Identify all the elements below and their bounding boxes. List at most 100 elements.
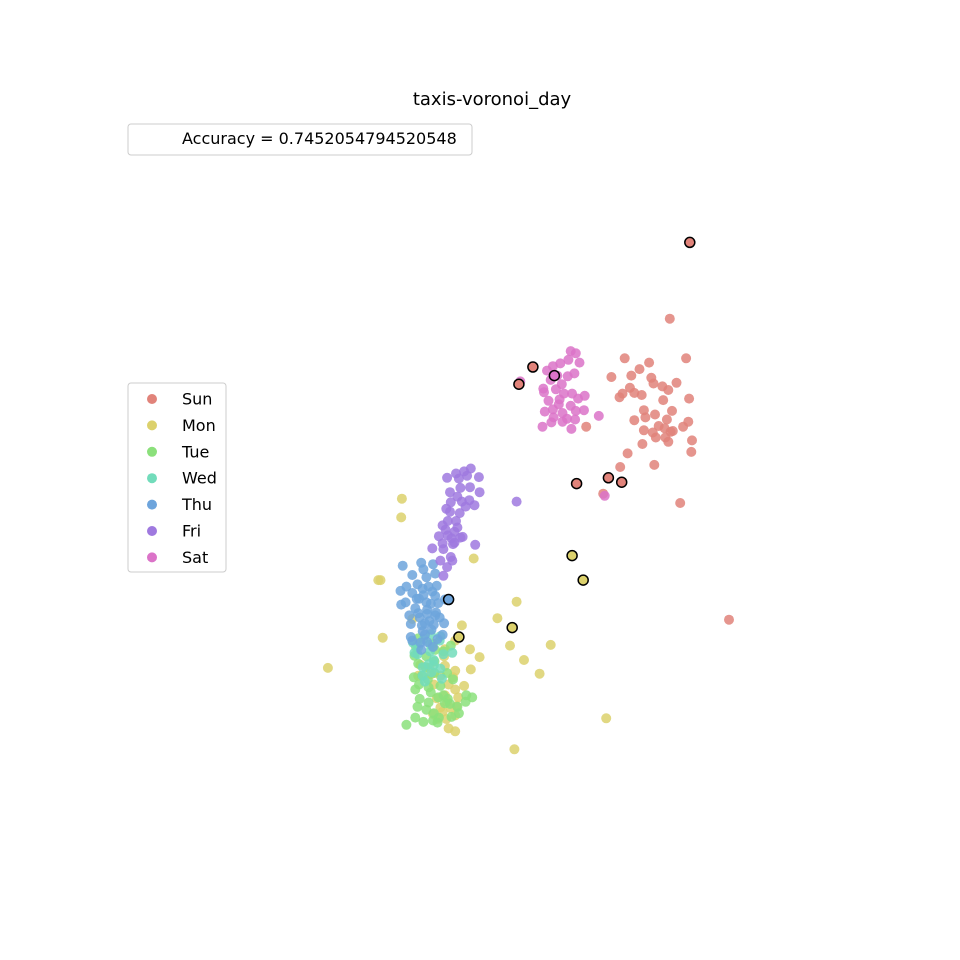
point-mon-2 bbox=[468, 553, 479, 564]
series-mon bbox=[322, 493, 612, 755]
point-sat-36 bbox=[599, 490, 610, 501]
point-sun-15 bbox=[614, 392, 625, 403]
point-thu-33 bbox=[407, 635, 418, 646]
point-sun-35 bbox=[637, 439, 648, 449]
point-sun-6 bbox=[606, 372, 617, 382]
point-sun-24 bbox=[661, 414, 672, 425]
point-sun-38 bbox=[581, 421, 592, 432]
point-mon-9 bbox=[377, 632, 388, 643]
point-sat-19 bbox=[579, 390, 590, 401]
point-mon-48 bbox=[509, 744, 520, 755]
point-mon-28 bbox=[534, 668, 545, 679]
point-sun-14 bbox=[636, 390, 647, 400]
point-sat-35 bbox=[566, 423, 577, 434]
point-sun-21 bbox=[667, 405, 677, 416]
series-thu bbox=[395, 557, 450, 655]
point-sun-40 bbox=[615, 462, 626, 472]
point-thu-4 bbox=[430, 568, 441, 579]
annotation-frame bbox=[127, 123, 473, 156]
point-fri-34 bbox=[435, 555, 446, 566]
point-tue-37 bbox=[452, 701, 463, 712]
point-tue-25 bbox=[433, 692, 444, 703]
point-thu-47 bbox=[425, 598, 436, 609]
points-layer bbox=[322, 313, 734, 755]
point-mon-15 bbox=[474, 652, 485, 663]
point-thu-39 bbox=[430, 610, 441, 621]
point-wed-8 bbox=[438, 649, 449, 660]
highlighted-point-3 bbox=[513, 378, 525, 390]
highlighted-point-6 bbox=[615, 476, 628, 488]
point-fri-3 bbox=[442, 472, 453, 483]
legend: Sun Mon Tue Wed Thu Fri Sat bbox=[127, 382, 227, 573]
point-tue-23 bbox=[414, 693, 425, 704]
highlighted-point-1 bbox=[527, 361, 539, 373]
point-tue-29 bbox=[421, 704, 432, 715]
point-tue-13 bbox=[448, 674, 458, 685]
point-thu-3 bbox=[418, 564, 429, 575]
point-sat-31 bbox=[537, 421, 548, 432]
point-thu-23 bbox=[404, 610, 415, 621]
highlighted-point-4 bbox=[570, 477, 583, 490]
point-thu-41 bbox=[396, 599, 407, 610]
point-fri-22 bbox=[465, 482, 475, 493]
point-wed-16 bbox=[436, 673, 447, 684]
point-sun-37 bbox=[687, 435, 697, 446]
point-thu-40 bbox=[395, 585, 406, 596]
point-sun-36 bbox=[663, 436, 674, 447]
point-thu-5 bbox=[407, 570, 418, 580]
point-sat-1 bbox=[570, 348, 581, 359]
point-sun-5 bbox=[626, 370, 637, 381]
highlighted-point-2 bbox=[548, 369, 561, 382]
highlighted-point-7 bbox=[566, 549, 578, 562]
point-sat-30 bbox=[593, 410, 604, 421]
point-sat-26 bbox=[579, 405, 589, 416]
highlighted-points-layer bbox=[442, 236, 696, 643]
point-tue-39 bbox=[439, 698, 450, 709]
point-sun-32 bbox=[650, 432, 661, 443]
point-fri-39 bbox=[433, 531, 444, 542]
accuracy-annotation: Accuracy = 0.7452054794520548 bbox=[182, 129, 457, 148]
point-sun-1 bbox=[681, 353, 692, 364]
legend-marker-sun bbox=[147, 394, 157, 404]
point-tue-43 bbox=[432, 717, 443, 728]
point-mon-46 bbox=[450, 726, 461, 737]
point-thu-6 bbox=[421, 572, 432, 583]
point-sat-33 bbox=[546, 417, 557, 428]
point-thu-38 bbox=[439, 618, 450, 629]
point-sun-31 bbox=[678, 421, 689, 432]
point-sat-29 bbox=[570, 414, 581, 425]
chart-title: taxis-voronoi_day bbox=[413, 89, 572, 110]
point-sun-23 bbox=[640, 412, 651, 423]
point-sat-23 bbox=[570, 405, 581, 416]
series-sun bbox=[581, 313, 734, 625]
highlighted-point-0 bbox=[684, 236, 696, 249]
point-sun-18 bbox=[658, 395, 669, 406]
point-sat-9 bbox=[569, 368, 580, 379]
legend-label-sun: Sun bbox=[182, 390, 212, 409]
point-tue-41 bbox=[410, 712, 421, 723]
legend-label-sat: Sat bbox=[182, 548, 208, 567]
highlighted-point-9 bbox=[442, 593, 455, 606]
point-thu-48 bbox=[437, 629, 448, 640]
point-thu-43 bbox=[422, 608, 433, 619]
legend-label-wed: Wed bbox=[182, 469, 217, 488]
point-fri-28 bbox=[448, 539, 458, 550]
point-sun-41 bbox=[686, 446, 697, 457]
point-sun-2 bbox=[619, 353, 630, 364]
point-sat-13 bbox=[550, 384, 561, 395]
point-sat-37 bbox=[539, 387, 549, 398]
accuracy-annotation-box: Accuracy = 0.7452054794520548 bbox=[127, 123, 473, 156]
point-mon-34 bbox=[453, 692, 464, 703]
point-tue-42 bbox=[401, 719, 412, 730]
legend-marker-thu bbox=[147, 499, 157, 510]
point-fri-25 bbox=[465, 463, 476, 474]
legend-marker-wed bbox=[147, 473, 157, 484]
point-tue-21 bbox=[425, 687, 436, 698]
point-sun-28 bbox=[638, 425, 649, 436]
legend-label-fri: Fri bbox=[182, 522, 201, 541]
highlighted-point-11 bbox=[453, 631, 465, 643]
highlighted-point-8 bbox=[577, 574, 589, 586]
point-mon-1 bbox=[396, 512, 407, 523]
point-sat-17 bbox=[543, 395, 554, 406]
point-tue-40 bbox=[460, 696, 471, 707]
